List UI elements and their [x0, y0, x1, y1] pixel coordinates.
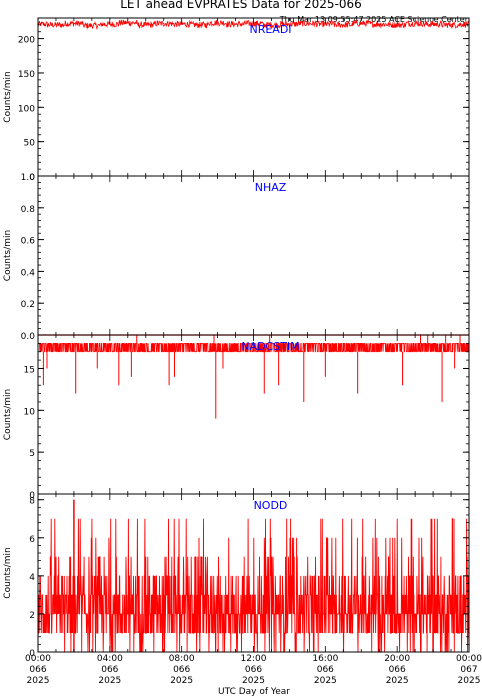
x-tick-label: 066: [101, 665, 118, 675]
panel-nreadi: 0 50 100 150 200 Counts/min NREADI: [3, 17, 470, 183]
data-point: [396, 24, 398, 26]
x-tick-label: 00:00: [25, 654, 51, 664]
x-tick-label: 12:00: [241, 654, 267, 664]
y-tick-label: 0: [29, 173, 35, 183]
y-tick-label: 200: [18, 36, 35, 46]
x-tick-label: 04:00: [97, 654, 123, 664]
series-line: [37, 499, 470, 653]
x-axis-labels: 00:00066202504:00066202508:00066202512:0…: [25, 654, 482, 686]
data-point: [216, 22, 219, 24]
data-point: [306, 22, 308, 25]
y-tick-label: 4: [29, 573, 35, 583]
y-axis-label: Counts/min: [3, 389, 13, 440]
data-point: [432, 23, 434, 25]
x-tick-label: 2025: [314, 676, 337, 686]
y-tick-label: 1.0: [21, 173, 36, 183]
y-tick-label: 15: [24, 365, 35, 375]
x-tick-label: 2025: [242, 676, 265, 686]
y-tick-label: 0: [29, 649, 35, 659]
data-point: [414, 22, 416, 25]
x-tick-label: 067: [460, 665, 477, 675]
x-tick-label: 066: [29, 665, 46, 675]
x-tick-label: 066: [245, 665, 262, 675]
data-point: [360, 22, 362, 25]
data-point: [199, 24, 201, 26]
data-point: [234, 23, 237, 25]
panel-nodd: 0 2 4 6 8 Counts/min NODD: [3, 493, 470, 659]
y-axis-label: Counts/min: [3, 547, 13, 598]
y-axis-label: Counts/min: [3, 230, 13, 281]
x-tick-label: 2025: [170, 676, 193, 686]
x-tick-label: 066: [173, 665, 190, 675]
data-point: [73, 22, 75, 25]
x-tick-label: 2025: [458, 676, 481, 686]
y-tick-label: 5: [29, 449, 35, 459]
x-tick-label: 08:00: [169, 654, 195, 664]
panel-label: NODD: [254, 499, 288, 512]
data-point: [145, 24, 147, 26]
y-tick-label: 100: [18, 104, 35, 114]
data-point: [450, 24, 452, 26]
x-tick-label: 066: [317, 665, 334, 675]
x-tick-label: 20:00: [384, 654, 410, 664]
y-tick-label: 0: [29, 491, 35, 501]
series-line: [38, 342, 470, 353]
y-tick-label: 0.4: [21, 268, 36, 278]
series-nodd: [37, 499, 470, 653]
x-tick-label: 16:00: [312, 654, 338, 664]
y-tick-label: 0.6: [21, 237, 36, 247]
y-tick-label: 0.2: [21, 300, 35, 310]
y-tick-label: 8: [29, 497, 35, 507]
data-point: [342, 24, 344, 26]
data-point: [270, 24, 273, 26]
generation-timestamp: Thu Mar 13 09:55:47 2025 ACE Science Cen…: [279, 15, 469, 24]
x-tick-label: 00:00: [456, 654, 482, 664]
y-tick-label: 150: [18, 70, 35, 80]
data-point: [288, 23, 291, 25]
y-tick-label: 6: [29, 535, 35, 545]
chart-title: LET ahead EVPRATES Data for 2025-066: [120, 0, 362, 11]
data-point: [163, 22, 165, 25]
y-tick-label: 2: [29, 611, 35, 621]
y-tick-label: 10: [24, 407, 36, 417]
y-tick-label: 50: [24, 139, 36, 149]
panels: 050100150200Counts/minNREADI0.00.20.40.6…: [3, 17, 470, 659]
panel-nadcstim: 0 5 10 15 Counts/min NADCSTIM: [3, 334, 470, 501]
x-tick-label: 2025: [27, 676, 50, 686]
x-tick-label: 066: [389, 665, 406, 675]
x-axis-label: UTC Day of Year: [218, 687, 290, 697]
data-point: [378, 23, 380, 25]
x-tick-label: 2025: [386, 676, 409, 686]
panel-label: NHAZ: [255, 181, 287, 194]
y-tick-label: 0.8: [21, 205, 36, 215]
x-tick-label: 2025: [98, 676, 121, 686]
y-axis-label: Counts/min: [3, 71, 13, 122]
y-tick-label: 0.0: [21, 332, 36, 342]
panel-label: NREADI: [249, 23, 291, 36]
data-point: [91, 24, 93, 27]
panel-label: NADCSTIM: [241, 340, 299, 353]
data-point: [127, 22, 129, 24]
data-point: [55, 24, 57, 26]
